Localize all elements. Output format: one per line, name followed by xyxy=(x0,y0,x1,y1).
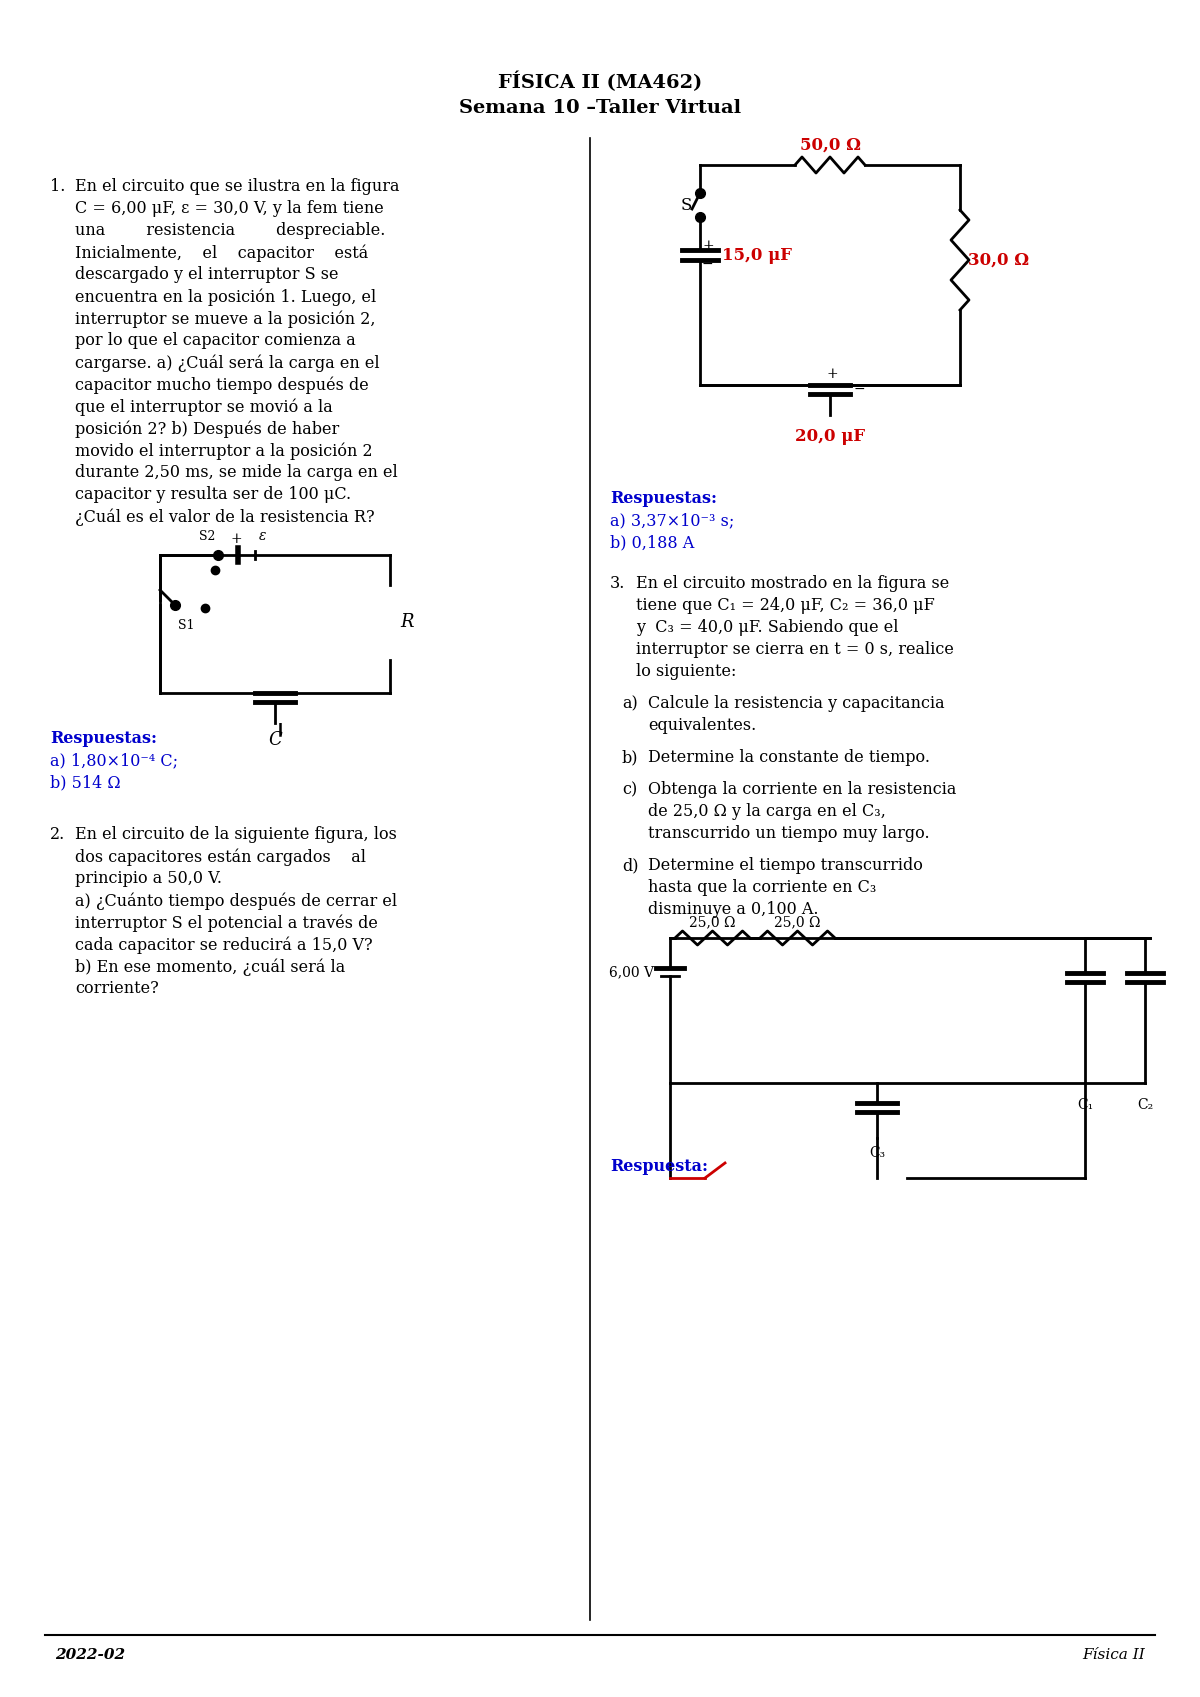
Text: hasta que la corriente en C₃: hasta que la corriente en C₃ xyxy=(648,879,876,896)
Text: En el circuito que se ilustra en la figura: En el circuito que se ilustra en la figu… xyxy=(74,178,400,195)
Text: Respuesta:: Respuesta: xyxy=(610,1157,708,1174)
Text: capacitor y resulta ser de 100 μC.: capacitor y resulta ser de 100 μC. xyxy=(74,485,352,502)
Text: Respuestas:: Respuestas: xyxy=(610,490,718,507)
Text: S2: S2 xyxy=(199,529,215,543)
Text: equivalentes.: equivalentes. xyxy=(648,718,756,735)
Text: ε: ε xyxy=(259,529,266,543)
Text: Calcule la resistencia y capacitancia: Calcule la resistencia y capacitancia xyxy=(648,696,944,713)
Text: 30,0 Ω: 30,0 Ω xyxy=(968,251,1030,268)
FancyBboxPatch shape xyxy=(130,523,430,723)
Text: −: − xyxy=(854,382,865,395)
Text: +: + xyxy=(826,367,838,382)
Text: C: C xyxy=(268,731,282,748)
Text: durante 2,50 ms, se mide la carga en el: durante 2,50 ms, se mide la carga en el xyxy=(74,463,397,480)
Text: 15,0 μF: 15,0 μF xyxy=(722,246,792,263)
Text: Física II: Física II xyxy=(1082,1648,1145,1661)
Text: transcurrido un tiempo muy largo.: transcurrido un tiempo muy largo. xyxy=(648,825,930,842)
Text: cada capacitor se reducirá a 15,0 V?: cada capacitor se reducirá a 15,0 V? xyxy=(74,937,373,954)
Text: C₂: C₂ xyxy=(1136,1098,1153,1112)
Text: dos capacitores están cargados    al: dos capacitores están cargados al xyxy=(74,848,366,865)
Text: S2: S2 xyxy=(193,552,210,565)
Text: corriente?: corriente? xyxy=(74,979,158,998)
Text: +: + xyxy=(230,531,242,546)
Text: ¿Cuál es el valor de la resistencia R?: ¿Cuál es el valor de la resistencia R? xyxy=(74,507,374,526)
Text: 3.: 3. xyxy=(610,575,625,592)
Text: −: − xyxy=(702,256,714,272)
Text: Obtenga la corriente en la resistencia: Obtenga la corriente en la resistencia xyxy=(648,781,956,798)
Text: S: S xyxy=(680,197,692,214)
Text: 20,0 μF: 20,0 μF xyxy=(794,428,865,445)
Text: En el circuito mostrado en la figura se: En el circuito mostrado en la figura se xyxy=(636,575,949,592)
Text: b) En ese momento, ¿cuál será la: b) En ese momento, ¿cuál será la xyxy=(74,959,346,976)
Text: R: R xyxy=(400,613,414,631)
Text: 25,0 Ω: 25,0 Ω xyxy=(689,915,736,928)
Text: 50,0 Ω: 50,0 Ω xyxy=(799,136,860,153)
Text: principio a 50,0 V.: principio a 50,0 V. xyxy=(74,871,222,888)
Text: 6,00 V: 6,00 V xyxy=(610,966,654,979)
Text: C = 6,00 μF, ε = 30,0 V, y la fem tiene: C = 6,00 μF, ε = 30,0 V, y la fem tiene xyxy=(74,200,384,217)
Text: tiene que C₁ = 24,0 μF, C₂ = 36,0 μF: tiene que C₁ = 24,0 μF, C₂ = 36,0 μF xyxy=(636,597,935,614)
Text: interruptor se cierra en t = 0 s, realice: interruptor se cierra en t = 0 s, realic… xyxy=(636,641,954,658)
Text: por lo que el capacitor comienza a: por lo que el capacitor comienza a xyxy=(74,333,355,350)
Text: a): a) xyxy=(622,696,637,713)
Text: encuentra en la posición 1. Luego, el: encuentra en la posición 1. Luego, el xyxy=(74,288,377,305)
Text: capacitor mucho tiempo después de: capacitor mucho tiempo después de xyxy=(74,377,368,394)
Text: b) 0,188 A: b) 0,188 A xyxy=(610,535,695,552)
Text: a) ¿Cuánto tiempo después de cerrar el: a) ¿Cuánto tiempo después de cerrar el xyxy=(74,893,397,910)
Text: +: + xyxy=(254,535,266,550)
Text: +: + xyxy=(702,239,714,253)
Text: Semana 10 –Taller Virtual: Semana 10 –Taller Virtual xyxy=(458,98,742,117)
Text: interruptor se mueve a la posición 2,: interruptor se mueve a la posición 2, xyxy=(74,311,376,328)
Text: Determine el tiempo transcurrido: Determine el tiempo transcurrido xyxy=(648,857,923,874)
Text: a) 1,80×10⁻⁴ C;: a) 1,80×10⁻⁴ C; xyxy=(50,752,178,769)
Text: FÍSICA II (MA462): FÍSICA II (MA462) xyxy=(498,71,702,92)
Text: posición 2? b) Después de haber: posición 2? b) Después de haber xyxy=(74,419,340,438)
Text: que el interruptor se movió a la: que el interruptor se movió a la xyxy=(74,399,332,416)
Text: S1: S1 xyxy=(210,609,227,623)
Text: disminuye a 0,100 A.: disminuye a 0,100 A. xyxy=(648,901,818,918)
Text: una        resistencia        despreciable.: una resistencia despreciable. xyxy=(74,222,385,239)
Text: de 25,0 Ω y la carga en el C₃,: de 25,0 Ω y la carga en el C₃, xyxy=(648,803,886,820)
Text: ε: ε xyxy=(276,528,283,541)
Text: y  C₃ = 40,0 μF. Sabiendo que el: y C₃ = 40,0 μF. Sabiendo que el xyxy=(636,619,899,636)
Text: Determine la constante de tiempo.: Determine la constante de tiempo. xyxy=(648,748,930,765)
Text: b): b) xyxy=(622,748,638,765)
Text: d): d) xyxy=(622,857,638,874)
Text: 2022-02: 2022-02 xyxy=(55,1648,125,1661)
Text: R: R xyxy=(398,608,412,626)
Text: c): c) xyxy=(622,781,637,798)
Text: 1.: 1. xyxy=(50,178,65,195)
Text: En el circuito de la siguiente figura, los: En el circuito de la siguiente figura, l… xyxy=(74,826,397,843)
Text: Inicialmente,    el    capacitor    está: Inicialmente, el capacitor está xyxy=(74,244,368,261)
Text: b) 514 Ω: b) 514 Ω xyxy=(50,774,121,791)
Text: descargado y el interruptor S se: descargado y el interruptor S se xyxy=(74,266,338,283)
Text: interruptor S el potencial a través de: interruptor S el potencial a través de xyxy=(74,915,378,932)
Text: S1: S1 xyxy=(178,619,194,631)
Text: 25,0 Ω: 25,0 Ω xyxy=(774,915,821,928)
Text: movido el interruptor a la posición 2: movido el interruptor a la posición 2 xyxy=(74,441,373,460)
Text: C₃: C₃ xyxy=(869,1145,886,1161)
Text: 2.: 2. xyxy=(50,826,65,843)
Text: C₁: C₁ xyxy=(1076,1098,1093,1112)
Text: cargarse. a) ¿Cuál será la carga en el: cargarse. a) ¿Cuál será la carga en el xyxy=(74,355,379,372)
Text: a) 3,37×10⁻³ s;: a) 3,37×10⁻³ s; xyxy=(610,512,734,529)
Text: lo siguiente:: lo siguiente: xyxy=(636,664,737,680)
Text: Respuestas:: Respuestas: xyxy=(50,730,157,747)
